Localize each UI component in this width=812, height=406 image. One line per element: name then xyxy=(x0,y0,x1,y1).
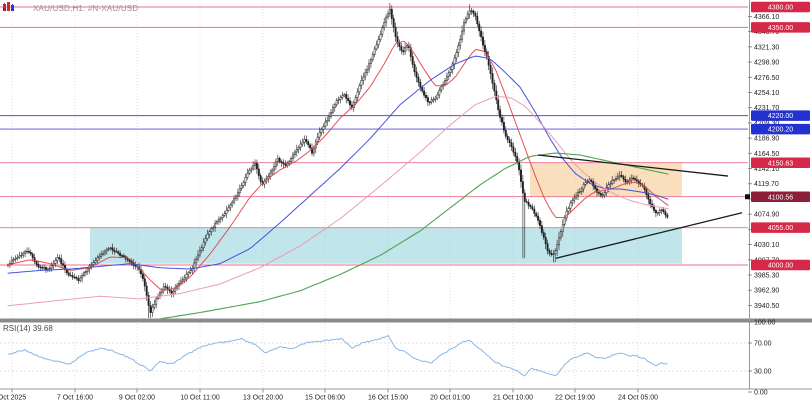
trendlines[interactable] xyxy=(537,154,743,259)
descending-trendline[interactable] xyxy=(537,154,729,177)
svg-text:3962.90: 3962.90 xyxy=(754,288,779,295)
ma-mid-blue xyxy=(7,55,669,274)
svg-text:70.00: 70.00 xyxy=(754,341,772,348)
rsi-line xyxy=(7,334,668,377)
grid-lines xyxy=(11,0,639,389)
svg-text:4200.20: 4200.20 xyxy=(768,127,793,134)
price-badges: 4380.00 4350.00 4220.00 4200.20 4150.63 4100.… xyxy=(745,1,810,271)
svg-text:7 Oct 16:00: 7 Oct 16:00 xyxy=(57,395,93,402)
svg-text:20 Oct 01:00: 20 Oct 01:00 xyxy=(430,395,470,402)
svg-text:21 Oct 10:00: 21 Oct 10:00 xyxy=(493,395,533,402)
svg-text:9 Oct 02:00: 9 Oct 02:00 xyxy=(119,395,155,402)
panel-separator[interactable] xyxy=(0,318,812,323)
svg-text:4074.90: 4074.90 xyxy=(754,212,779,219)
svg-text:3940.50: 3940.50 xyxy=(754,303,779,310)
support-zone[interactable] xyxy=(90,227,682,264)
svg-text:15 Oct 06:00: 15 Oct 06:00 xyxy=(305,395,345,402)
candlestick-icon xyxy=(3,2,30,13)
svg-text:4055.00: 4055.00 xyxy=(768,225,793,232)
svg-text:4000.00: 4000.00 xyxy=(768,263,793,270)
svg-text:4298.90: 4298.90 xyxy=(754,60,779,67)
svg-text:4321.30: 4321.30 xyxy=(754,44,779,51)
svg-text:10 Oct 11:00: 10 Oct 11:00 xyxy=(180,395,220,402)
price-badge-4055.00 xyxy=(751,222,810,233)
svg-text:24 Oct 05:00: 24 Oct 05:00 xyxy=(618,395,658,402)
svg-text:22 Oct 19:00: 22 Oct 19:00 xyxy=(555,395,595,402)
svg-text:4150.63: 4150.63 xyxy=(768,160,793,167)
svg-text:100.00: 100.00 xyxy=(754,320,776,327)
price-axis[interactable]: 4366.10 4343.70 4321.30 4298.90 4276.50 4254.… xyxy=(748,14,779,397)
svg-text:13 Oct 20:00: 13 Oct 20:00 xyxy=(243,395,283,402)
svg-text:4380.00: 4380.00 xyxy=(768,5,793,12)
svg-text:4100.56: 4100.56 xyxy=(768,194,793,201)
current-price-marker xyxy=(745,194,750,200)
price-badge-4000.00 xyxy=(751,259,810,271)
svg-text:4254.10: 4254.10 xyxy=(754,90,779,97)
svg-text:Oct 2025: Oct 2025 xyxy=(0,395,26,402)
svg-text:4276.50: 4276.50 xyxy=(754,75,779,82)
price-badge-4200.20 xyxy=(751,123,810,135)
svg-text:4186.90: 4186.90 xyxy=(754,136,779,143)
time-axis[interactable]: Oct 2025 7 Oct 16:00 9 Oct 02:00 10 Oct 11:… xyxy=(0,389,658,402)
svg-text:16 Oct 15:00: 16 Oct 15:00 xyxy=(368,395,408,402)
svg-text:4030.10: 4030.10 xyxy=(754,242,779,249)
svg-text:4220.00: 4220.00 xyxy=(768,113,793,120)
svg-text:4164.50: 4164.50 xyxy=(754,151,779,158)
svg-text:3985.30: 3985.30 xyxy=(754,272,779,279)
rsi-panel[interactable] xyxy=(0,334,748,377)
svg-text:4231.70: 4231.70 xyxy=(754,105,779,112)
price-badge-4150.63 xyxy=(751,157,810,168)
ma-fast-red xyxy=(7,40,669,291)
ma-slow-pink xyxy=(7,96,669,307)
price-badge-4350.00 xyxy=(751,22,810,33)
ascending-trendline[interactable] xyxy=(555,212,743,259)
chart-title-bar: XAU/USD,H1: #N-XAU/USD xyxy=(3,2,138,14)
price-badge-4220.00 xyxy=(751,110,810,121)
price-badge-4380.00 xyxy=(751,1,810,13)
svg-text:30.00: 30.00 xyxy=(754,369,772,376)
horizontal-price-lines[interactable] xyxy=(0,6,748,266)
svg-text:4119.70: 4119.70 xyxy=(754,181,779,188)
ma-slowest-green xyxy=(139,152,669,323)
svg-text:4343.70: 4343.70 xyxy=(754,29,779,36)
svg-text:4350.00: 4350.00 xyxy=(768,25,793,32)
svg-text:4142.10: 4142.10 xyxy=(754,166,779,173)
svg-text:0.00: 0.00 xyxy=(754,390,768,397)
candlestick-series[interactable] xyxy=(7,2,669,318)
axis-frame xyxy=(0,0,812,390)
chart-title: XAU/USD,H1: #N-XAU/USD xyxy=(33,3,139,13)
svg-text:4366.10: 4366.10 xyxy=(754,14,779,21)
analysis-zones xyxy=(90,162,682,264)
rsi-indicator-label: RSI(14) 39.68 xyxy=(3,324,53,333)
price-badge-4100.56 xyxy=(751,191,810,202)
